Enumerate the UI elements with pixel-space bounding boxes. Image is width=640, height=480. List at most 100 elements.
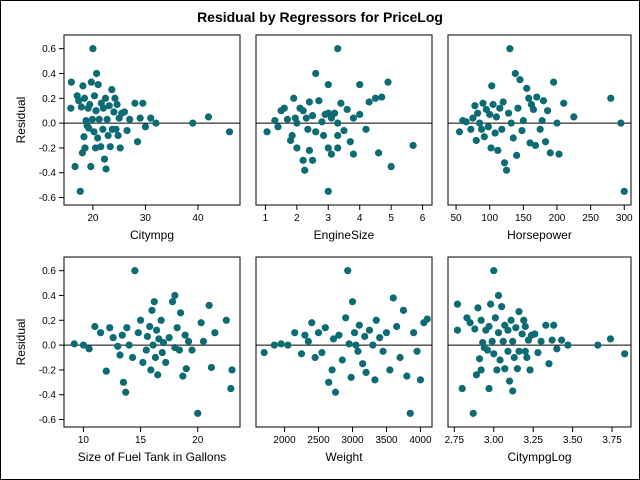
x-tick-label: 250: [582, 213, 599, 224]
data-point: [406, 409, 414, 417]
data-point: [349, 114, 358, 122]
data-point: [371, 376, 379, 384]
data-point: [90, 92, 99, 100]
data-point: [346, 138, 354, 146]
data-point: [509, 387, 517, 395]
data-point: [548, 336, 556, 344]
data-point: [355, 321, 363, 329]
data-point: [334, 131, 342, 140]
data-point: [475, 355, 484, 363]
data-point: [504, 326, 512, 334]
data-point: [347, 373, 355, 381]
data-point: [349, 150, 358, 158]
x-axis-label: Size of Fuel Tank in Gallons: [78, 450, 227, 464]
data-point: [205, 301, 213, 309]
data-point: [539, 97, 548, 105]
data-point: [86, 100, 94, 109]
data-point: [97, 143, 105, 151]
data-point: [502, 166, 511, 174]
data-point: [515, 307, 523, 316]
data-point: [492, 113, 501, 121]
data-point: [297, 350, 306, 358]
x-axis-label: Horsepower: [507, 228, 572, 242]
data-point: [472, 136, 480, 145]
data-point: [165, 334, 173, 342]
data-point: [304, 337, 312, 345]
data-point: [277, 340, 285, 348]
x-axis-label: Weight: [325, 450, 363, 464]
x-tick-label: 20: [87, 213, 99, 224]
data-point: [157, 316, 165, 324]
data-point: [299, 107, 307, 115]
data-point: [293, 119, 301, 127]
data-point: [314, 329, 323, 337]
data-point: [471, 102, 479, 110]
data-point: [496, 356, 504, 364]
data-point: [162, 358, 170, 367]
data-point: [342, 314, 350, 322]
x-tick-label: 3: [326, 213, 332, 224]
data-point: [118, 331, 126, 339]
y-tick-label: -0.6: [39, 415, 57, 426]
data-point: [116, 351, 124, 359]
data-point: [106, 143, 114, 151]
data-point: [594, 341, 602, 349]
data-point: [538, 117, 546, 125]
data-point: [181, 331, 189, 339]
data-point: [474, 304, 482, 312]
data-point: [423, 315, 431, 323]
data-point: [384, 78, 392, 86]
data-point: [518, 330, 526, 338]
panel-5: 2000 2500 3000 3500 4000 Weight: [255, 256, 433, 464]
panel-4: 10 15 20 0.6 0.4 0.2 0.0 -0.2 -0.4 -0.6 Size of Fu…: [14, 256, 241, 464]
data-point: [348, 298, 357, 306]
data-point: [283, 115, 292, 123]
data-point: [413, 347, 421, 355]
data-point: [496, 104, 504, 112]
data-point: [501, 365, 509, 373]
x-tick-label: 2000: [273, 435, 296, 446]
data-point: [485, 322, 493, 331]
data-point: [469, 409, 477, 417]
data-point: [361, 332, 369, 341]
panel-frame: [255, 34, 433, 206]
y-tick-label: -0.6: [39, 193, 57, 204]
data-point: [512, 324, 520, 332]
data-point: [88, 115, 96, 123]
y-axis-label: Residual: [14, 319, 28, 366]
data-point: [141, 123, 150, 131]
x-tick-label: 200: [549, 213, 566, 224]
data-point: [110, 108, 118, 116]
y-tick-label: 0.0: [42, 119, 56, 130]
panel-1: 20 30 40 0.6 0.4 0.2 0.0 -0.2 -0.4 -0.6 Citympg Res…: [14, 34, 241, 242]
panel-2: 1 2 3 4 5 6 EngineSize: [255, 34, 433, 242]
data-point: [498, 125, 506, 133]
data-point: [312, 69, 320, 78]
data-point: [80, 133, 88, 141]
data-point: [378, 93, 386, 101]
data-point: [416, 376, 425, 384]
x-tick-label: 2.75: [445, 435, 465, 446]
panel-grid: 20 30 40 0.6 0.4 0.2 0.0 -0.2 -0.4 -0.6 Citympg Res…: [14, 34, 633, 464]
data-point: [207, 363, 216, 372]
data-point: [485, 384, 493, 393]
data-point: [99, 104, 108, 112]
data-point: [91, 322, 99, 331]
data-point: [467, 125, 475, 133]
data-point: [159, 339, 168, 347]
data-point: [271, 117, 279, 125]
x-axis-label: CitympgLog: [507, 450, 571, 464]
data-point: [308, 156, 317, 164]
data-point: [399, 306, 408, 314]
data-point: [329, 335, 338, 343]
data-point: [488, 82, 496, 90]
data-point: [318, 118, 326, 126]
data-point: [114, 342, 122, 350]
data-point: [228, 366, 236, 374]
data-point: [311, 353, 319, 362]
data-point: [409, 141, 417, 150]
data-point: [182, 365, 190, 373]
data-point: [505, 377, 514, 385]
data-point: [543, 107, 552, 115]
